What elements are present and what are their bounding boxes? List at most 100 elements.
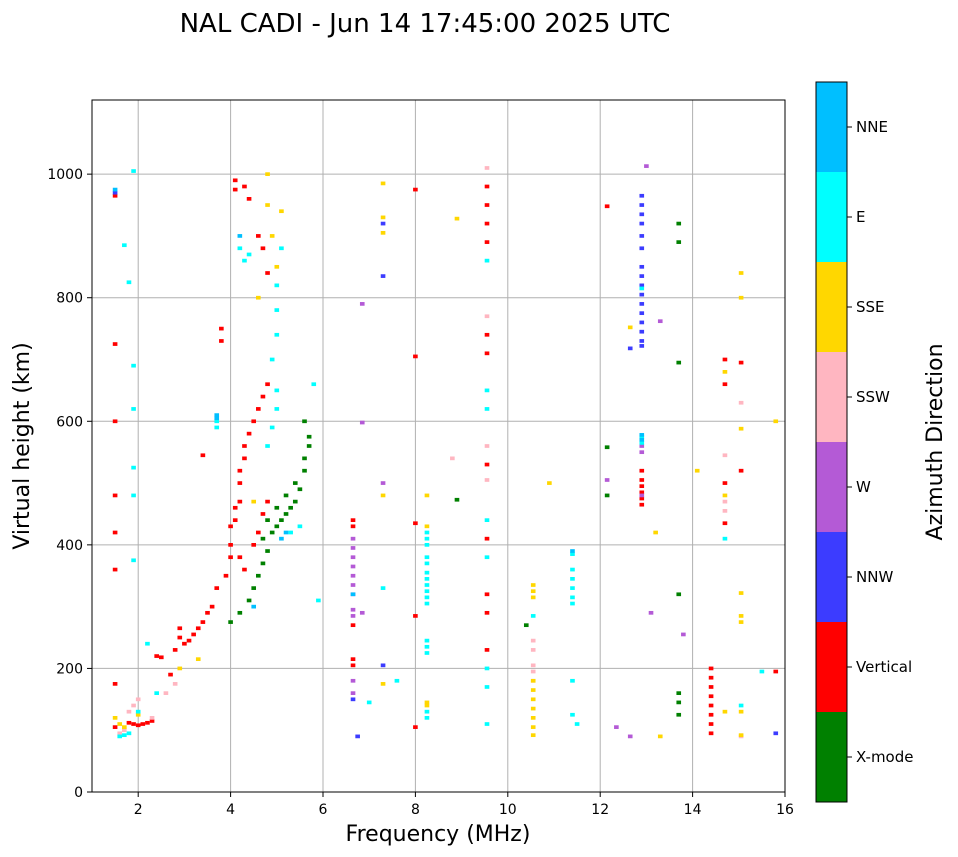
- data-point-vertical: [205, 610, 210, 615]
- data-point-vertical: [413, 521, 418, 526]
- data-point-vertical: [708, 722, 714, 726]
- data-point-vertical: [195, 626, 201, 631]
- data-point-e: [274, 308, 280, 312]
- data-point-vertical: [158, 655, 164, 660]
- data-point-x-mode: [676, 592, 682, 597]
- data-point-e: [570, 712, 575, 717]
- data-point-x-mode: [251, 586, 257, 590]
- data-point-nnw: [639, 246, 645, 251]
- data-point-nnw: [639, 203, 645, 207]
- colorbar-category-label: SSE: [856, 298, 885, 316]
- data-point-vertical: [145, 720, 150, 725]
- data-point-x-mode: [269, 530, 275, 535]
- data-point-vertical: [708, 731, 714, 736]
- data-point-x-mode: [676, 240, 682, 244]
- data-point-ssw: [484, 478, 490, 482]
- colorbar-category-label: SSW: [856, 388, 890, 406]
- data-point-vertical: [191, 632, 196, 637]
- data-point-w: [627, 734, 633, 739]
- data-point-vertical: [237, 481, 243, 485]
- data-point-x-mode: [676, 221, 682, 226]
- data-point-vertical: [140, 722, 146, 726]
- data-point-e: [570, 601, 575, 606]
- data-point-e: [237, 246, 243, 251]
- data-point-e: [424, 651, 430, 655]
- data-point-x-mode: [283, 493, 289, 498]
- data-point-vertical: [484, 592, 490, 597]
- data-point-vertical: [484, 203, 490, 207]
- data-point-vertical: [639, 490, 645, 495]
- data-point-sse: [627, 325, 633, 330]
- y-tick-label: 400: [56, 538, 83, 554]
- data-point-sse: [530, 678, 536, 683]
- data-point-sse: [738, 709, 744, 714]
- data-point-ssw: [484, 444, 490, 448]
- data-point-vertical: [708, 703, 714, 708]
- data-point-e: [484, 407, 490, 411]
- data-point-vertical: [126, 720, 132, 725]
- data-point-vertical: [708, 685, 714, 689]
- data-point-x-mode: [260, 561, 266, 566]
- x-axis-label: Frequency (MHz): [346, 822, 531, 847]
- data-point-sse: [738, 271, 744, 275]
- data-point-w: [359, 302, 365, 306]
- data-point-w: [350, 573, 356, 578]
- colorbar-segment: [816, 352, 847, 442]
- data-point-vertical: [112, 530, 118, 535]
- data-point-x-mode: [260, 536, 266, 541]
- data-point-e: [424, 583, 430, 587]
- data-point-vertical: [413, 725, 418, 729]
- data-point-vertical: [639, 484, 645, 489]
- data-point-vertical: [484, 184, 490, 189]
- data-point-e: [274, 388, 280, 393]
- data-point-sse: [530, 595, 536, 600]
- y-tick-label: 1000: [47, 167, 83, 183]
- data-point-vertical: [722, 521, 728, 526]
- data-point-vertical: [738, 360, 744, 365]
- data-point-vertical: [251, 419, 257, 424]
- data-point-nne: [237, 234, 243, 238]
- data-point-e: [484, 555, 490, 560]
- data-point-vertical: [639, 478, 645, 482]
- data-point-e: [424, 589, 430, 594]
- data-point-e: [639, 441, 645, 445]
- colorbar-category-label: Vertical: [856, 658, 912, 676]
- data-point-vertical: [484, 610, 490, 615]
- data-point-vertical: [223, 573, 229, 578]
- data-point-x-mode: [228, 620, 233, 624]
- data-point-sse: [738, 614, 744, 618]
- data-point-e: [424, 543, 430, 547]
- data-point-x-mode: [676, 712, 682, 717]
- data-point-vertical: [413, 354, 418, 359]
- data-point-w: [359, 420, 365, 425]
- grid-lines: [92, 100, 786, 793]
- data-point-x-mode: [454, 497, 460, 502]
- data-point-vertical: [260, 512, 266, 516]
- data-point-vertical: [242, 456, 247, 461]
- data-point-w: [350, 583, 356, 587]
- data-point-w: [644, 164, 649, 168]
- data-point-sse: [380, 181, 386, 186]
- data-point-nnw: [639, 264, 645, 269]
- data-point-vertical: [260, 246, 266, 251]
- data-point-ssw: [131, 703, 136, 708]
- data-point-x-mode: [283, 512, 289, 516]
- data-point-nnw: [639, 320, 645, 325]
- data-point-sse: [722, 493, 728, 498]
- data-point-vertical: [112, 493, 118, 498]
- data-point-vertical: [260, 394, 266, 399]
- data-point-sse: [265, 203, 270, 207]
- data-point-e: [424, 644, 430, 649]
- data-point-ssw: [484, 314, 490, 319]
- data-point-sse: [530, 589, 536, 594]
- data-point-e: [269, 425, 275, 430]
- data-point-vertical: [639, 502, 645, 507]
- data-point-ssw: [722, 509, 728, 513]
- data-point-x-mode: [302, 456, 307, 461]
- data-point-sse: [122, 725, 127, 729]
- data-point-sse: [547, 481, 552, 485]
- data-point-vertical: [722, 382, 728, 387]
- data-point-x-mode: [676, 360, 682, 365]
- data-point-e: [570, 576, 575, 581]
- data-point-e: [366, 700, 372, 705]
